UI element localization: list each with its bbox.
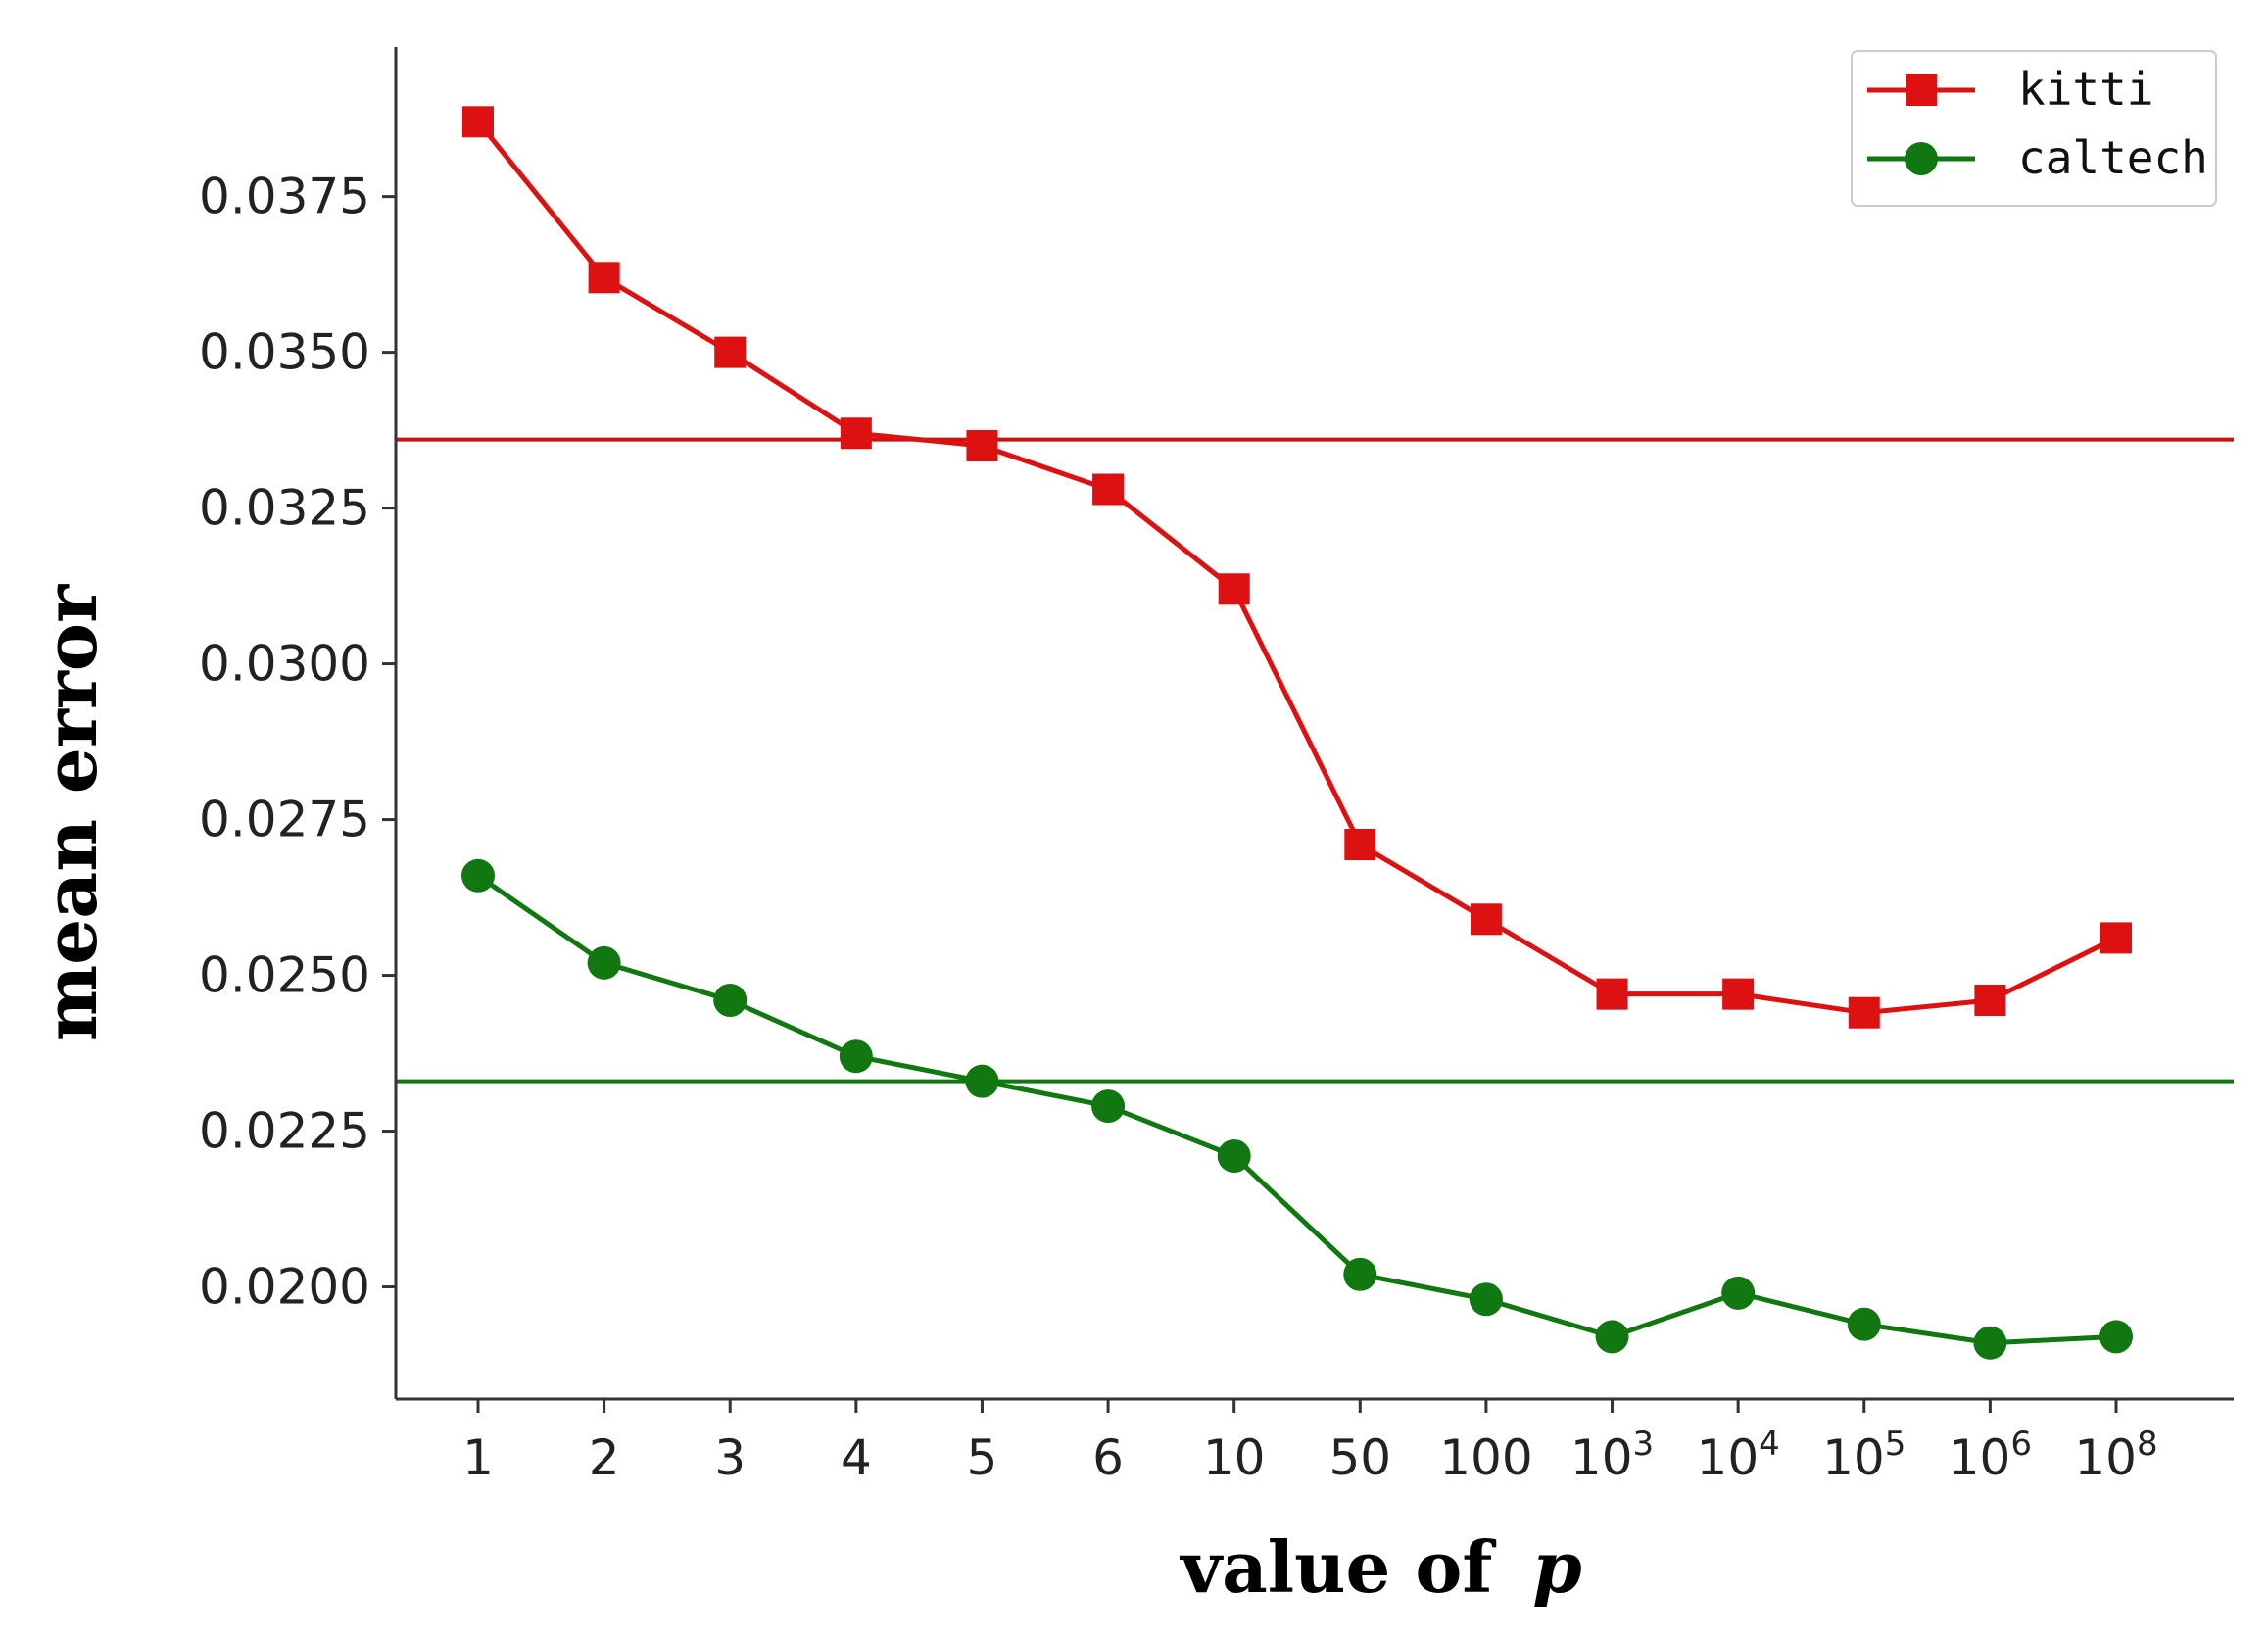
- y-tick-label: 0.0225: [199, 1103, 370, 1160]
- legend-label-kitti: kitti: [2018, 63, 2153, 116]
- y-tick-label: 0.0275: [199, 792, 370, 848]
- x-tick-base: 10: [1570, 1429, 1633, 1486]
- y-tick-label: 0.0250: [199, 947, 370, 1004]
- x-tick-base: 1: [462, 1429, 494, 1486]
- x-axis-title-variable: p: [1532, 1525, 1581, 1609]
- kitti-point: [588, 262, 620, 294]
- kitti-point: [1470, 903, 1502, 936]
- x-tick-exponent: 5: [1885, 1424, 1906, 1464]
- x-tick-label: 6: [1092, 1429, 1124, 1486]
- x-tick-label: 108: [2074, 1424, 2157, 1486]
- caltech-point: [1595, 1320, 1629, 1354]
- y-axis-title: mean error: [29, 584, 114, 1041]
- kitti-point: [462, 106, 494, 138]
- caltech-point: [839, 1039, 873, 1074]
- x-tick-base: 2: [589, 1429, 620, 1486]
- x-tick-base: 4: [841, 1429, 872, 1486]
- x-tick-label: 104: [1697, 1424, 1780, 1486]
- legend-marker-kitti: [1906, 74, 1937, 106]
- x-tick-base: 10: [1203, 1429, 1266, 1486]
- x-tick-exponent: 6: [2010, 1424, 2032, 1464]
- kitti-point: [1848, 996, 1880, 1029]
- x-tick-base: 10: [1697, 1429, 1760, 1486]
- x-tick-exponent: 4: [1759, 1424, 1780, 1464]
- x-tick-base: 10: [2074, 1429, 2137, 1486]
- kitti-point: [966, 430, 998, 462]
- y-tick-label: 0.0375: [199, 169, 370, 225]
- kitti-point: [714, 336, 747, 368]
- caltech-point: [713, 983, 748, 1017]
- x-tick-base: 10: [1822, 1429, 1885, 1486]
- x-tick-base: 10: [1949, 1429, 2011, 1486]
- x-ticks: 1 2 3 4 5 6 10 50 100 103 104 105 106 108: [462, 1399, 2158, 1486]
- reference-lines: [396, 437, 2234, 1084]
- caltech-point: [1847, 1307, 1881, 1341]
- kitti-point: [1596, 978, 1628, 1010]
- caltech-point: [1469, 1282, 1503, 1317]
- x-axis-title: value of p: [1179, 1525, 1581, 1609]
- y-tick-label: 0.0200: [199, 1259, 370, 1316]
- y-ticks: 0.0200 0.0225 0.0250 0.0275 0.0300 0.0325 0.03…: [199, 169, 396, 1316]
- x-tick-label: 106: [1949, 1424, 2032, 1486]
- x-tick-exponent: 8: [2137, 1424, 2158, 1464]
- x-tick-base: 50: [1328, 1429, 1391, 1486]
- x-tick-label: 103: [1570, 1424, 1654, 1486]
- x-tick-label: 105: [1822, 1424, 1906, 1486]
- caltech-point: [1217, 1138, 1251, 1173]
- x-axis-title-text: value of: [1179, 1525, 1496, 1609]
- caltech-point: [1973, 1326, 2007, 1360]
- x-tick-label: 50: [1328, 1429, 1391, 1486]
- axes: [394, 47, 2234, 1401]
- kitti-point: [840, 417, 872, 450]
- y-tick-label: 0.0350: [199, 324, 370, 381]
- x-tick-label: 4: [841, 1429, 872, 1486]
- caltech-point: [965, 1064, 999, 1098]
- caltech-line: [476, 873, 2117, 1346]
- caltech-point: [1091, 1089, 1126, 1124]
- legend-marker-caltech: [1905, 142, 1938, 175]
- x-tick-label: 2: [589, 1429, 620, 1486]
- caltech-point: [461, 858, 495, 893]
- x-tick-label: 10: [1203, 1429, 1266, 1486]
- y-tick-label: 0.0300: [199, 636, 370, 693]
- legend-label-caltech: caltech: [2018, 131, 2208, 184]
- x-tick-label: 3: [714, 1429, 746, 1486]
- caltech-point: [1343, 1257, 1377, 1291]
- kitti-point: [1974, 984, 2006, 1016]
- legend: kitti caltech: [1851, 50, 2217, 207]
- x-tick-base: 100: [1439, 1429, 1532, 1486]
- x-tick-label: 1: [462, 1429, 494, 1486]
- x-tick-base: 3: [714, 1429, 746, 1486]
- x-tick-label: 100: [1439, 1429, 1532, 1486]
- caltech-point: [1721, 1276, 1756, 1310]
- kitti-line: [476, 120, 2118, 1016]
- x-tick-base: 5: [967, 1429, 998, 1486]
- kitti-point: [2100, 922, 2132, 954]
- caltech-point: [587, 945, 621, 980]
- y-tick-label: 0.0325: [199, 480, 370, 537]
- kitti-point: [1092, 473, 1125, 506]
- kitti-point: [1722, 978, 1755, 1010]
- x-tick-label: 5: [967, 1429, 998, 1486]
- x-tick-base: 6: [1092, 1429, 1124, 1486]
- kitti-point: [1344, 829, 1376, 861]
- caltech-point: [2099, 1320, 2133, 1354]
- kitti-point: [1218, 573, 1250, 605]
- series: [461, 106, 2133, 1360]
- x-tick-exponent: 3: [1633, 1424, 1655, 1464]
